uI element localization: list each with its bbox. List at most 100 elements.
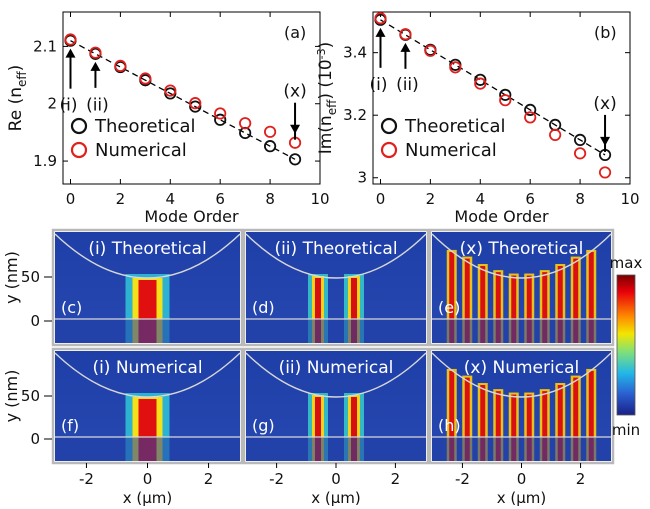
map-x-tick-label: 2 (576, 470, 586, 488)
map-frame (51, 228, 244, 347)
plot-frame (62, 11, 321, 185)
map-d: (ii) Theoretical (d) (242, 228, 430, 347)
point-numerical (139, 72, 152, 85)
map-tag: (d) (252, 298, 275, 317)
map-h: (x) Numerical (h) (428, 347, 615, 465)
point-numerical (424, 44, 437, 57)
map-y-axis-label: y (nm) (2, 370, 21, 423)
x-tick-label: 8 (265, 190, 275, 208)
point-theoretical (524, 103, 537, 116)
y-axis-label-part: eff (15, 71, 29, 87)
boundary-curve (54, 233, 241, 279)
point-numerical (374, 12, 387, 25)
map-x-tick-label: 2 (204, 470, 214, 488)
field-stripe (526, 394, 532, 461)
map-frame (242, 228, 430, 347)
substrate-band (246, 319, 426, 343)
y-axis-label-part: Im(n (316, 115, 336, 154)
substrate-band (246, 437, 426, 461)
x-tick-label: 4 (166, 190, 176, 208)
point-theoretical (288, 153, 302, 166)
panel-a: 0 2 4 6 8 10 1.9 2 2.1 (a) (i) (ii) (x) Theoretical Nu… (6, 11, 330, 226)
map-x-tick-label: 0 (517, 470, 527, 488)
boundary-curve (431, 233, 612, 279)
point-numerical (573, 147, 587, 160)
arrow-i-head (375, 27, 386, 37)
panel-b: 0 2 4 6 8 10 3 3.2 3.4 (b) (i) (ii) (x) Theoretical Nu… (315, 11, 640, 226)
map-x-axis-label: x (μm) (123, 489, 173, 507)
x-tick-label: 2 (426, 190, 436, 208)
field-stripe (480, 385, 486, 461)
field-stripe (480, 266, 486, 343)
field-stripe (351, 397, 357, 461)
map-x-tick-label: 0 (331, 470, 341, 488)
y-tick-label: 1.9 (33, 152, 57, 170)
boundary-curve (245, 352, 427, 398)
legend-label-numerical: Numerical (95, 140, 187, 161)
field-stripe (557, 266, 563, 343)
field-stripe (464, 258, 470, 343)
point-theoretical (263, 140, 277, 153)
map-x-tick-label: -2 (455, 470, 470, 488)
colorbar (616, 274, 636, 416)
substrate-band (55, 437, 240, 461)
field-stripe (511, 275, 517, 343)
point-theoretical (214, 113, 227, 126)
map-y-axis-label: y (nm) (2, 251, 21, 304)
arrow-ii-head (400, 42, 411, 52)
boundary-curve (54, 352, 241, 398)
boundary-curve (431, 352, 612, 398)
legend-marker (380, 117, 398, 135)
x-axis-label: Mode Order (144, 207, 239, 226)
field-stripe (449, 370, 455, 461)
legend-marker (70, 141, 88, 159)
x-tick-label: 0 (376, 190, 386, 208)
y-tick-label: 3.4 (343, 44, 367, 62)
y-axis-label-part: ) (316, 42, 336, 49)
map-tag: (f) (61, 416, 79, 435)
map-e: (x) Theoretical (e) (428, 228, 615, 347)
map-y-tick-label: 50 (21, 268, 40, 286)
x-tick-label: 10 (310, 190, 329, 208)
map-frame (428, 228, 615, 347)
x-tick-label: 6 (525, 190, 535, 208)
annotation-i: (i) (59, 96, 77, 116)
point-numerical (214, 107, 227, 120)
point-numerical (114, 59, 127, 72)
y-axis-label-part: -3 (315, 48, 328, 59)
x-tick-label: 10 (620, 190, 639, 208)
colorbar-min-label: min (612, 421, 640, 439)
y-axis-label: Im(neff) (10-3) (315, 42, 339, 155)
point-numerical (239, 117, 252, 130)
point-numerical (399, 28, 412, 41)
arrow-ii-head (90, 61, 101, 71)
point-theoretical (239, 126, 252, 140)
arrow-i-head (65, 48, 76, 58)
field-stripe (315, 397, 321, 461)
map-title: (x) Theoretical (460, 239, 584, 259)
map-title: (x) Numerical (464, 358, 579, 378)
point-theoretical (499, 88, 512, 101)
field-stripe (464, 377, 470, 461)
legend-label-theoretical: Theoretical (94, 116, 196, 137)
substrate-band (432, 319, 611, 343)
field-stripe (542, 391, 548, 461)
map-f: (i) Numerical (f) (51, 347, 244, 465)
map-g: (ii) Numerical (g) (242, 347, 430, 465)
point-numerical (549, 128, 562, 142)
y-axis-label-part: Re (n (6, 87, 26, 131)
map-title: (ii) Numerical (279, 358, 394, 378)
map-tag: (e) (438, 298, 460, 317)
map-x-axis-label: x (μm) (497, 489, 547, 507)
annotation-i: (i) (369, 75, 387, 95)
field-stripe (588, 251, 594, 343)
legend-marker (380, 141, 398, 159)
x-tick-label: 0 (66, 190, 76, 208)
y-axis-label-part: eff (325, 99, 339, 115)
point-numerical (263, 125, 277, 138)
field-stripe (449, 251, 455, 343)
fit-line (380, 19, 606, 156)
plot-frame (372, 11, 631, 185)
map-x-tick-label: -2 (79, 470, 94, 488)
field-stripe (526, 275, 532, 343)
